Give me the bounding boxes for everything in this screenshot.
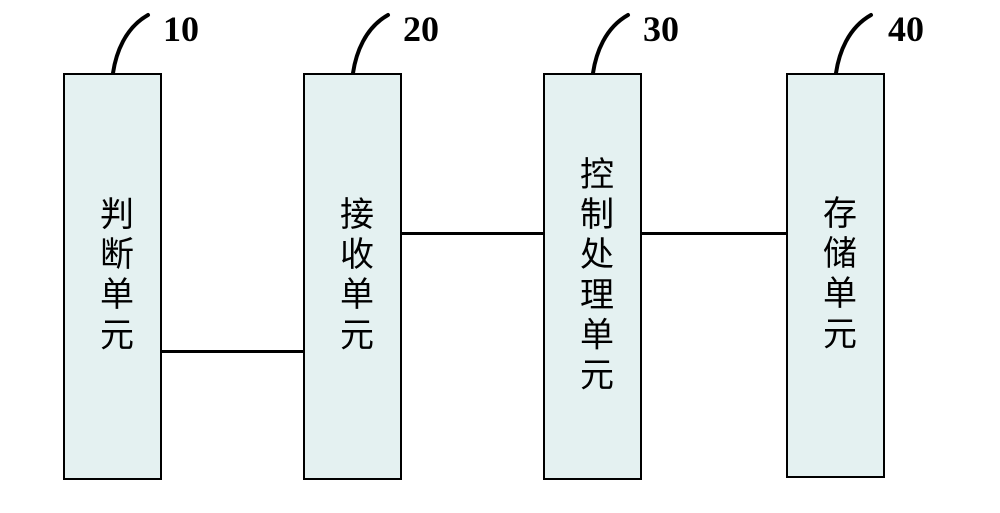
- block-label: 判断单元: [96, 196, 130, 356]
- ref-num-40: 40: [888, 8, 924, 50]
- connector-2-3: [402, 232, 543, 235]
- connector-3-4: [642, 232, 786, 235]
- block-control-processing-unit: 控制处理单元: [543, 73, 642, 480]
- block-label: 存储单元: [819, 195, 853, 355]
- block-storage-unit: 存储单元: [786, 73, 885, 478]
- block-label: 接收单元: [336, 196, 370, 356]
- block-judgment-unit: 判断单元: [63, 73, 162, 480]
- leader-line-40: [836, 73, 837, 74]
- block-label: 控制处理单元: [576, 156, 610, 397]
- ref-num-10: 10: [163, 8, 199, 50]
- leader-line-30: [593, 73, 594, 74]
- ref-num-30: 30: [643, 8, 679, 50]
- connector-1-2: [162, 350, 303, 353]
- ref-num-20: 20: [403, 8, 439, 50]
- diagram-canvas: 判断单元 接收单元 控制处理单元 存储单元 10 20 30 40: [0, 0, 1000, 513]
- leader-line-20: [353, 73, 354, 74]
- leader-line-10: [113, 73, 114, 74]
- block-receiving-unit: 接收单元: [303, 73, 402, 480]
